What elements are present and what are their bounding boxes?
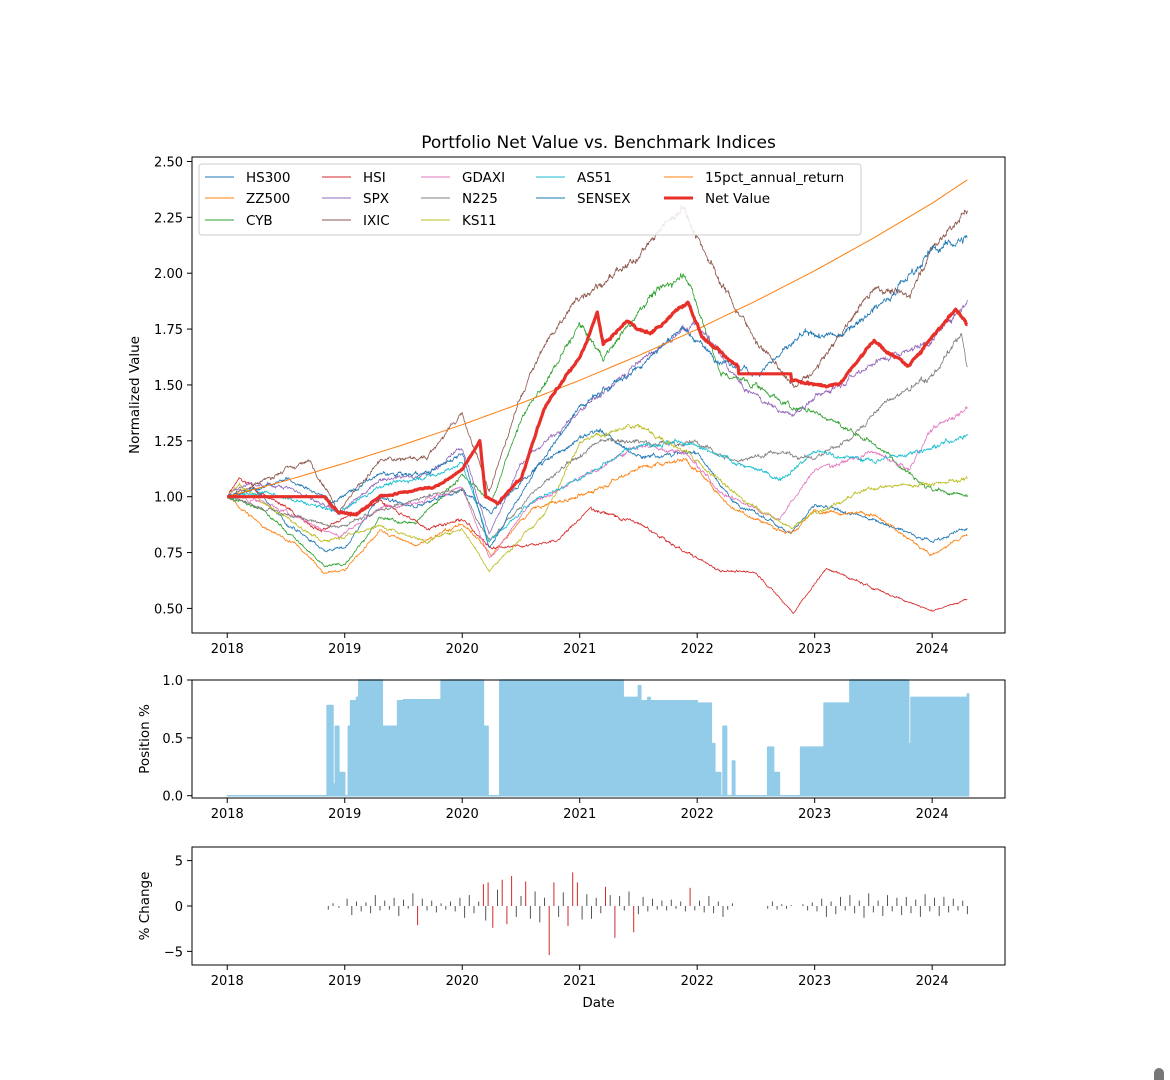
scroll-indicator[interactable] (1154, 1068, 1164, 1080)
plot-area-position (226, 679, 970, 797)
x-tick-label: 2023 (798, 974, 831, 989)
y-axis-label: % Change (137, 872, 153, 941)
x-tick-label: 2019 (328, 974, 361, 989)
axes-1: 2018 2019 2020 2021 2022 2023 2024 0.50 0.75 1.00… (127, 133, 949, 657)
legend-label: N225 (462, 191, 498, 207)
y-tick-label: 0.5 (162, 732, 183, 747)
legend-label: SPX (363, 191, 389, 207)
axes-2: 2018 2019 2020 2021 2022 2023 2024 0.0 0.5 1.0 Pos… (137, 674, 949, 822)
series-line-spx (226, 299, 968, 535)
legend-label: 15pct_annual_return (705, 170, 844, 186)
series-line-cyb (227, 273, 968, 568)
y-tick-label: 2.25 (154, 211, 183, 226)
x-tick-label: 2019 (328, 807, 361, 822)
series-line-hsi (226, 477, 968, 614)
legend-label: HSI (363, 170, 386, 186)
y-tick-label: 0 (175, 900, 183, 915)
legend-label: CYB (246, 213, 273, 229)
x-tick-label: 2024 (916, 807, 949, 822)
x-tick-label: 2020 (446, 974, 479, 989)
y-tick-label: 2.00 (154, 267, 183, 282)
x-tick-label: 2024 (916, 974, 949, 989)
y-tick-label: 1.25 (154, 435, 183, 450)
x-tick-label: 2021 (563, 642, 596, 657)
y-tick-label: 5 (175, 855, 183, 870)
plot-area-lines (226, 179, 969, 614)
y-tick-label: 1.00 (154, 491, 183, 506)
axes-frame (191, 679, 1006, 799)
axes-frame (191, 156, 1006, 634)
y-tick-label: 0.50 (154, 602, 183, 617)
y-tick-label: 1.50 (154, 379, 183, 394)
legend-label: SENSEX (577, 191, 631, 207)
axes-frame (191, 846, 1006, 966)
x-tick-label: 2022 (681, 974, 714, 989)
y-tick-label: 1.75 (154, 323, 183, 338)
x-tick-label: 2018 (211, 807, 244, 822)
y-tick-label: −5 (164, 945, 183, 960)
x-tick-label: 2022 (681, 642, 714, 657)
series-line-hs300 (227, 428, 968, 553)
chart-title: Portfolio Net Value vs. Benchmark Indice… (421, 133, 776, 153)
x-tick-label: 2019 (328, 642, 361, 657)
y-tick-label: 0.75 (154, 547, 183, 562)
series-line-ixic (226, 205, 968, 513)
position-area (226, 679, 970, 797)
x-tick-label: 2022 (681, 807, 714, 822)
legend-box (198, 163, 862, 236)
legend-label: ZZ500 (246, 191, 290, 207)
x-tick-label: 2020 (446, 642, 479, 657)
y-tick-label: 1.0 (162, 674, 183, 689)
series-line-net-value (226, 300, 969, 517)
series-line-ks11 (227, 423, 968, 573)
y-tick-label: 0.0 (162, 790, 183, 805)
y-axis-label: Normalized Value (127, 336, 143, 454)
legend: HS300 ZZ500 CYB HSI SPX IXIC GDAXI N225 KS11 AS51… (198, 163, 862, 236)
series-line-zz500 (226, 458, 968, 574)
x-tick-label: 2018 (211, 642, 244, 657)
series-line-15pct-annual-return (227, 179, 968, 498)
series-line-n225 (226, 333, 968, 541)
x-tick-label: 2021 (563, 974, 596, 989)
legend-label: Net Value (705, 191, 770, 207)
series-line-as51 (226, 433, 968, 543)
legend-label: HS300 (246, 170, 291, 186)
x-tick-label: 2020 (446, 807, 479, 822)
axes-3: 2018 2019 2020 2021 2022 2023 2024 −5 0 5 % Change… (137, 855, 949, 1011)
x-axis-label: Date (582, 995, 614, 1011)
x-tick-label: 2023 (798, 642, 831, 657)
legend-label: GDAXI (462, 170, 505, 186)
x-tick-label: 2021 (563, 807, 596, 822)
x-tick-label: 2023 (798, 807, 831, 822)
series-line-gdaxi (226, 406, 968, 558)
legend-label: KS11 (462, 213, 497, 229)
series-line-sensex (226, 235, 968, 548)
y-tick-label: 2.50 (154, 155, 183, 170)
legend-label: IXIC (363, 213, 390, 229)
plot-area-change (327, 872, 968, 955)
x-tick-label: 2018 (211, 974, 244, 989)
legend-label: AS51 (577, 170, 612, 186)
y-axis-label: Position % (137, 704, 153, 774)
x-tick-label: 2024 (916, 642, 949, 657)
